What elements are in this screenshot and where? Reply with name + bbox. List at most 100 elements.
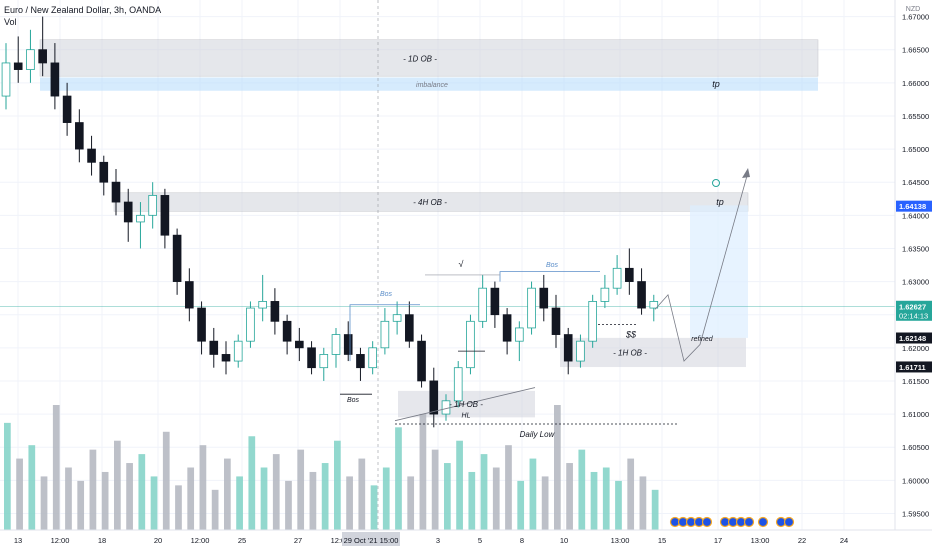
volume-bar bbox=[517, 480, 525, 530]
y-tick-label: 1.65000 bbox=[902, 145, 929, 154]
candle-body bbox=[331, 334, 341, 355]
candle-body bbox=[392, 314, 402, 322]
volume-bar bbox=[272, 454, 280, 530]
volume-bar bbox=[407, 476, 415, 530]
projection-arrowhead bbox=[742, 168, 750, 178]
label-4h-ob: - 4H OB - bbox=[413, 198, 447, 207]
volume-bar bbox=[285, 480, 292, 530]
y-tick-label: 1.64000 bbox=[902, 211, 929, 220]
volume-bar bbox=[566, 463, 573, 530]
symbol-title[interactable]: Euro / New Zealand Dollar, 3h, OANDA bbox=[4, 5, 162, 15]
chart-legend: Euro / New Zealand Dollar, 3h, OANDA Vol bbox=[4, 4, 161, 28]
candle-body bbox=[246, 307, 255, 342]
label-bos-2: Bos bbox=[347, 397, 360, 404]
candle-body bbox=[405, 314, 414, 342]
volume-bar bbox=[431, 449, 439, 530]
y-tick-label: 1.67000 bbox=[902, 13, 929, 22]
volume-bar bbox=[541, 476, 549, 530]
y-tick-label: 1.63000 bbox=[902, 278, 929, 287]
x-tick-label: 12:00 bbox=[191, 536, 210, 545]
x-tick-label: 8 bbox=[520, 536, 524, 545]
candle-body bbox=[185, 281, 194, 309]
candle-body bbox=[13, 62, 23, 70]
candle-body bbox=[233, 340, 243, 362]
label-check: √ bbox=[459, 259, 464, 269]
volume-bar bbox=[578, 449, 586, 530]
volume-bar bbox=[89, 449, 97, 530]
candle-body bbox=[197, 307, 206, 342]
x-tick-label: 15 bbox=[658, 536, 666, 545]
volume-bar bbox=[187, 467, 195, 530]
volume-bar bbox=[101, 471, 109, 530]
volume-bar bbox=[114, 440, 121, 530]
x-tick-label: 12:00 bbox=[51, 536, 70, 545]
candle-body bbox=[111, 181, 121, 203]
label-bos-3: Bos bbox=[546, 262, 559, 269]
candle-body bbox=[649, 301, 659, 309]
y-tick-label: 1.64500 bbox=[902, 178, 929, 187]
price-tag-bg bbox=[896, 332, 932, 344]
volume-bar bbox=[16, 458, 23, 530]
candle-body bbox=[50, 62, 60, 97]
candle-body bbox=[172, 234, 182, 282]
volume-bar bbox=[297, 449, 305, 530]
candle-body bbox=[209, 340, 219, 355]
candle-body bbox=[123, 201, 133, 223]
current-price-tag: 1.62627 bbox=[899, 302, 926, 311]
price-tag-bg bbox=[896, 361, 932, 373]
candle-body bbox=[637, 281, 646, 309]
hl-trendline bbox=[394, 387, 536, 422]
volume-bar bbox=[456, 440, 463, 530]
indicator-label[interactable]: Vol bbox=[4, 17, 17, 27]
volume-bar bbox=[590, 471, 598, 530]
volume-bar bbox=[126, 463, 133, 530]
candle-body bbox=[258, 301, 267, 309]
y-tick-label: 1.63500 bbox=[902, 244, 929, 253]
volume-bar bbox=[28, 445, 36, 530]
projection-path bbox=[654, 172, 749, 362]
candle-body bbox=[356, 354, 365, 369]
volume-bar bbox=[211, 489, 219, 530]
candle-body bbox=[466, 320, 475, 369]
bos-line-1 bbox=[349, 304, 420, 362]
x-tick-label: 3 bbox=[436, 536, 440, 545]
volume-bar bbox=[639, 476, 647, 530]
candle-body bbox=[417, 340, 426, 382]
x-tick-label: 13 bbox=[14, 536, 22, 545]
y-tick-label: 1.66500 bbox=[902, 46, 929, 55]
volume-bar bbox=[480, 454, 488, 530]
label-1h-ob-lower: - 1H OB - bbox=[449, 400, 483, 409]
candle-body bbox=[136, 214, 145, 223]
candle-body bbox=[62, 95, 72, 123]
candle-body bbox=[429, 380, 439, 415]
label-hl: HL bbox=[462, 412, 471, 419]
candle-body bbox=[343, 334, 353, 355]
y-tick-label: 1.66000 bbox=[902, 79, 929, 88]
candle-body bbox=[380, 320, 390, 349]
event-icon bbox=[701, 516, 713, 528]
y-tick-label: 1.61000 bbox=[902, 410, 929, 419]
candle-body bbox=[539, 287, 549, 309]
price-tag: 1.61711 bbox=[899, 363, 926, 372]
crosshair-time-bg bbox=[342, 532, 400, 546]
price-tag: 1.62148 bbox=[899, 334, 926, 343]
candle-body bbox=[26, 49, 35, 70]
candle-body bbox=[478, 287, 487, 322]
volume-bar bbox=[248, 436, 256, 530]
x-tick-label: 25 bbox=[238, 536, 246, 545]
candle-body bbox=[576, 340, 585, 362]
candle-body bbox=[625, 267, 634, 282]
volume-bar bbox=[346, 476, 353, 530]
eye-icon bbox=[712, 179, 720, 187]
candle-body bbox=[99, 161, 109, 183]
candle-body bbox=[515, 327, 524, 342]
volume-bar bbox=[370, 485, 378, 530]
x-tick-label: 27 bbox=[294, 536, 302, 545]
candle-body bbox=[600, 287, 610, 302]
candle-body bbox=[612, 267, 622, 289]
y-tick-label: 1.60500 bbox=[902, 443, 929, 452]
price-axis bbox=[895, 0, 932, 550]
candle-body bbox=[75, 122, 84, 150]
candle-body bbox=[87, 148, 96, 163]
